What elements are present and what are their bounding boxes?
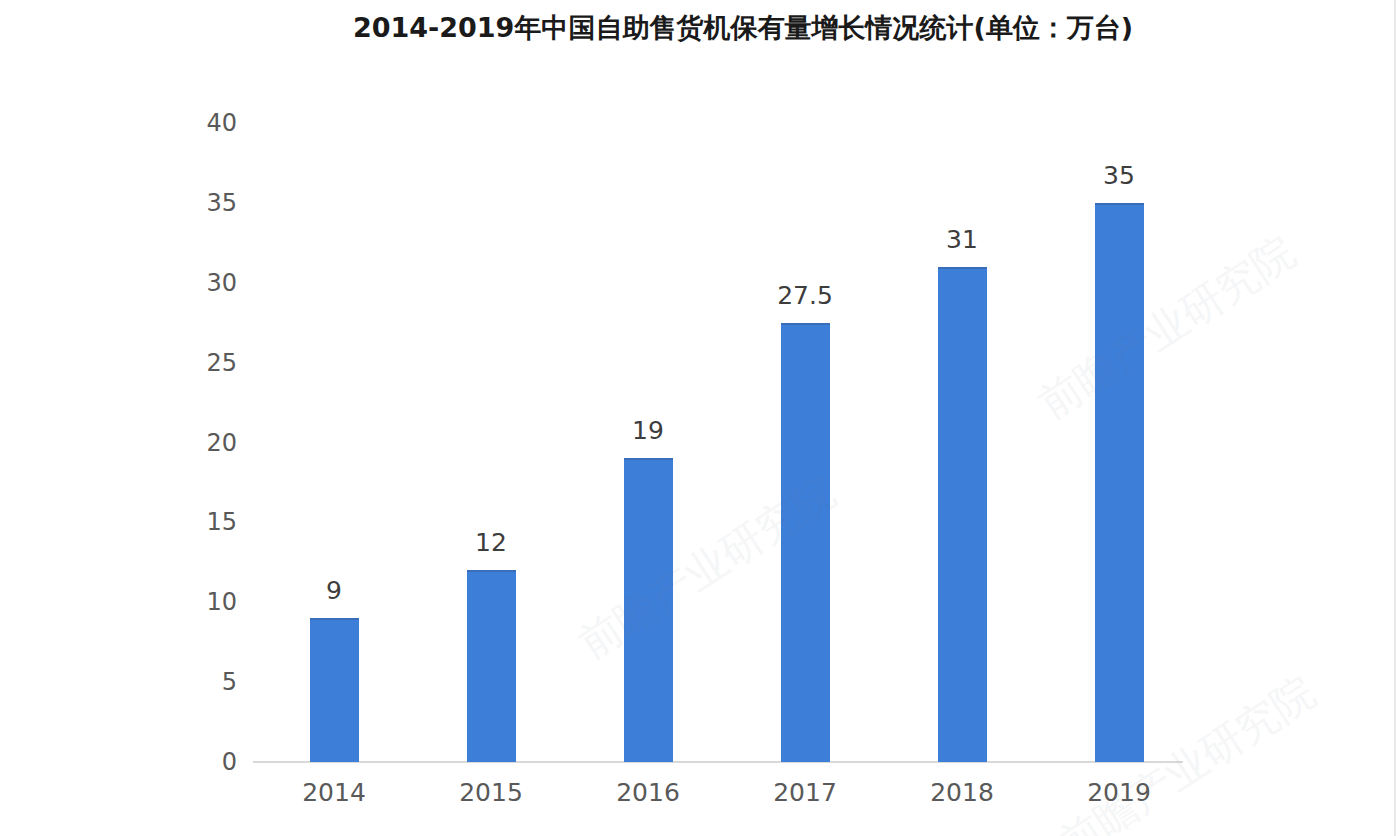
x-axis-tick-label: 2017 [745,778,865,808]
bar-value-label: 31 [902,225,1022,255]
bar-value-label: 19 [588,416,708,446]
x-axis-tick-label: 2015 [431,778,551,808]
x-axis-tick-label: 2018 [902,778,1022,808]
x-axis-tick-label: 2016 [588,778,708,808]
bar-value-label: 35 [1059,161,1179,191]
bar-2019 [1095,203,1144,762]
bar-2016 [624,458,673,762]
bar-2018 [938,267,987,762]
bar-2015 [467,570,516,762]
x-axis-tick-label: 2019 [1059,778,1179,808]
plot-area: 9 2014 12 2015 19 2016 27.5 2017 31 2018 35 2019 [0,0,1400,836]
x-axis-tick-label: 2014 [274,778,394,808]
chart-screenshot: 2014-2019年中国自助售货机保有量增长情况统计(单位：万台) 051015… [0,0,1400,836]
bar-value-label: 9 [274,576,394,606]
image-edge-line [1394,0,1396,836]
bar-2017 [781,323,830,762]
bar-value-label: 27.5 [745,281,865,311]
bar-value-label: 12 [431,528,551,558]
bar-2014 [310,618,359,762]
